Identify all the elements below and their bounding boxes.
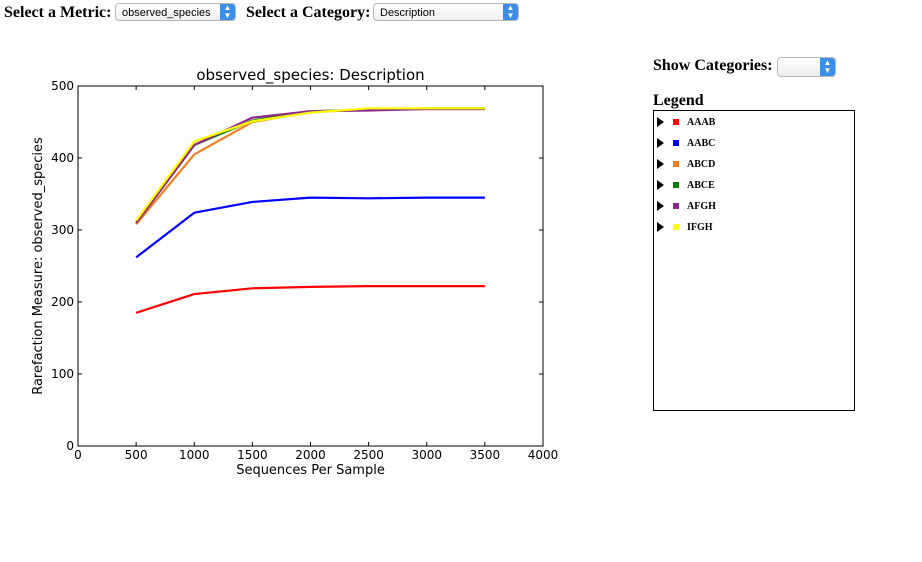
metric-select-value: observed_species: [122, 7, 211, 19]
legend-item-label: IFGH: [687, 221, 713, 233]
x-tick-label: 4000: [528, 448, 559, 462]
series-line-abcd: [135, 107, 485, 225]
legend-swatch: [673, 203, 679, 209]
legend-item-label: ABCD: [687, 158, 716, 170]
legend-box: AAAB AABC ABCD ABCE AFGH IFGH: [653, 110, 855, 411]
x-tick-label: 0: [74, 448, 82, 462]
legend-item[interactable]: AABC: [657, 136, 715, 150]
legend-item[interactable]: IFGH: [657, 220, 713, 234]
expand-triangle-icon[interactable]: [657, 117, 664, 127]
legend-item[interactable]: ABCE: [657, 178, 715, 192]
x-tick-label: 2500: [353, 448, 384, 462]
legend-item-label: AFGH: [687, 200, 716, 212]
show-categories-select[interactable]: ▲ ▼: [777, 57, 836, 77]
expand-triangle-icon[interactable]: [657, 222, 664, 232]
legend-item-label: AABC: [687, 137, 716, 149]
legend-item[interactable]: AFGH: [657, 199, 716, 213]
legend-swatch: [673, 140, 679, 146]
y-tick-label: 400: [51, 151, 74, 165]
category-label: Select a Category:: [246, 4, 371, 21]
x-tick-label: 1500: [237, 448, 268, 462]
chevron-updown-icon: ▲ ▼: [220, 4, 235, 20]
legend-item[interactable]: AAAB: [657, 115, 715, 129]
legend-title: Legend: [653, 92, 704, 109]
expand-triangle-icon[interactable]: [657, 159, 664, 169]
y-tick-label: 500: [51, 79, 74, 93]
chart-title: observed_species: Description: [196, 66, 424, 85]
expand-triangle-icon[interactable]: [657, 180, 664, 190]
legend-swatch: [673, 224, 679, 230]
x-axis-label: Sequences Per Sample: [236, 463, 385, 478]
y-tick-label: 100: [51, 367, 74, 381]
chevron-updown-icon: ▲ ▼: [820, 58, 835, 76]
y-axis-label: Rarefaction Measure: observed_species: [31, 137, 46, 395]
legend-swatch: [673, 119, 679, 125]
series-line-aaab: [135, 285, 485, 314]
metric-label: Select a Metric:: [4, 4, 112, 21]
x-tick-label: 1000: [179, 448, 210, 462]
metric-select[interactable]: observed_species ▲ ▼: [115, 3, 236, 21]
series-line-abce: [135, 107, 485, 224]
y-tick-label: 0: [66, 439, 74, 453]
category-select[interactable]: Description ▲ ▼: [373, 3, 519, 21]
x-tick-label: 2000: [295, 448, 326, 462]
series-line-ifgh: [135, 107, 485, 222]
expand-triangle-icon[interactable]: [657, 201, 664, 211]
x-tick-label: 3500: [470, 448, 501, 462]
show-categories-label: Show Categories:: [653, 57, 773, 74]
y-tick-label: 300: [51, 223, 74, 237]
chevron-updown-icon: ▲ ▼: [503, 4, 518, 20]
y-tick-label: 200: [51, 295, 74, 309]
series-line-afgh: [135, 107, 485, 224]
expand-triangle-icon[interactable]: [657, 138, 664, 148]
legend-swatch: [673, 182, 679, 188]
series-line-aabc: [135, 196, 485, 259]
legend-item[interactable]: ABCD: [657, 157, 715, 171]
category-select-value: Description: [380, 7, 436, 19]
legend-item-label: ABCE: [687, 179, 715, 191]
x-tick-label: 500: [125, 448, 148, 462]
legend-swatch: [673, 161, 679, 167]
legend-item-label: AAAB: [687, 116, 716, 128]
plot-frame: [77, 85, 544, 447]
x-tick-label: 3000: [411, 448, 442, 462]
